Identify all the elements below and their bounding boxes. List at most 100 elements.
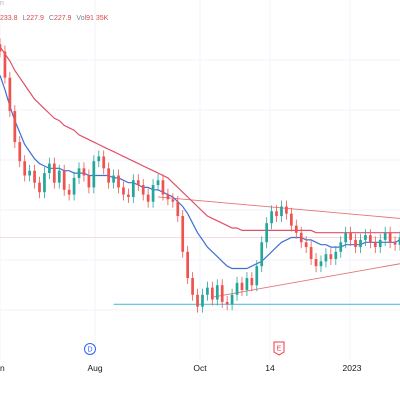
candle-body xyxy=(378,239,382,248)
candle-body xyxy=(299,232,303,243)
candle-body xyxy=(0,44,2,52)
candle-body xyxy=(314,258,318,267)
candle-body xyxy=(265,223,269,243)
x-tick-label: n xyxy=(0,363,5,373)
x-tick-label: 2023 xyxy=(343,363,362,373)
candle-body xyxy=(28,170,31,176)
candle-body xyxy=(275,211,278,217)
marker-letter: D xyxy=(87,347,92,354)
candles xyxy=(0,38,400,313)
candle-body xyxy=(117,175,120,188)
candle-body xyxy=(304,242,308,248)
candle-body xyxy=(38,182,41,193)
candle-body xyxy=(181,216,185,252)
candle-body xyxy=(245,278,249,290)
x-tick-label: Aug xyxy=(87,363,102,373)
candle-body xyxy=(131,180,135,197)
candle-body xyxy=(364,235,367,240)
candle-body xyxy=(136,180,140,186)
marker-badge xyxy=(273,341,285,356)
candle-body xyxy=(280,206,283,217)
x-tick-label: 14 xyxy=(265,363,275,373)
candle-body xyxy=(156,180,160,186)
candle-body xyxy=(176,201,180,217)
grid xyxy=(0,0,400,360)
candle-body xyxy=(309,247,313,259)
candle-body xyxy=(52,163,56,183)
header-cut-text: n xyxy=(0,0,4,7)
candle-body xyxy=(210,287,214,300)
ohlc-close-value: 227.9 xyxy=(53,15,72,22)
candle-body xyxy=(191,278,194,295)
candle-body xyxy=(72,177,76,195)
candle-body xyxy=(3,51,7,78)
candle-body xyxy=(107,168,110,183)
candle-body xyxy=(393,242,397,245)
trendlines xyxy=(0,196,400,305)
candle-body xyxy=(359,239,362,248)
candle-body xyxy=(285,206,288,214)
candle-body xyxy=(329,254,333,259)
candle-body xyxy=(151,185,155,202)
marker-letter: E xyxy=(277,346,282,353)
candle-body xyxy=(87,175,91,188)
ohlc-high-value: 233.8 xyxy=(0,15,18,22)
candle-body xyxy=(225,301,229,305)
candle-body xyxy=(18,142,22,162)
candle-body xyxy=(201,294,204,307)
trendline-rising-channel[interactable] xyxy=(212,263,400,298)
candle-body xyxy=(127,194,130,197)
trendline-resistance-descending[interactable] xyxy=(157,196,400,219)
marker-earnings[interactable]: E xyxy=(273,341,285,356)
candle-body xyxy=(319,261,323,267)
candle-body xyxy=(324,254,328,262)
ma-slow-line xyxy=(0,46,400,234)
candle-body xyxy=(57,170,61,183)
candle-body xyxy=(369,235,372,243)
candle-body xyxy=(67,189,71,195)
moving-averages xyxy=(0,46,400,270)
candle-body xyxy=(235,282,239,295)
ohlc-low-value: 227.9 xyxy=(26,15,44,22)
candle-body xyxy=(294,225,298,233)
ohlc-legend: 233.8 L227.9 C227.9 Vol91.35K xyxy=(0,15,111,22)
candle-body xyxy=(97,156,101,162)
marker-dividend[interactable]: D xyxy=(84,343,96,355)
candle-body xyxy=(215,285,219,300)
candle-body xyxy=(23,161,27,176)
candle-body xyxy=(334,251,338,259)
candle-body xyxy=(112,175,115,183)
candle-body xyxy=(398,237,400,245)
candle-body xyxy=(196,294,199,307)
ohlc-vol-value: 91.35K xyxy=(86,15,109,22)
candle-body xyxy=(270,211,273,224)
candle-body xyxy=(230,294,234,305)
candle-body xyxy=(344,232,348,243)
candle-body xyxy=(102,156,106,169)
candle-body xyxy=(255,266,259,286)
candle-body xyxy=(161,180,165,195)
candle-body xyxy=(43,173,46,193)
candle-body xyxy=(13,111,17,143)
candle-body xyxy=(92,161,96,188)
candle-body xyxy=(8,77,12,112)
candle-body xyxy=(122,187,125,195)
ohlc-vol-label: Vol xyxy=(76,15,87,22)
candle-body xyxy=(82,168,86,176)
candle-body xyxy=(146,194,150,202)
candle-body xyxy=(77,168,81,178)
ma-fast-line xyxy=(0,75,400,270)
x-tick-label: Oct xyxy=(193,363,207,373)
candle-body xyxy=(206,287,209,295)
candle-body xyxy=(48,163,51,174)
candle-body xyxy=(171,199,175,202)
marker-badge xyxy=(84,343,96,355)
ohlc-low-label: L xyxy=(22,15,27,22)
ohlc-close-label: C xyxy=(48,15,54,22)
candle-body xyxy=(62,170,66,190)
candle-body xyxy=(349,232,352,240)
candle-body xyxy=(383,232,387,240)
candle-body xyxy=(240,282,244,290)
